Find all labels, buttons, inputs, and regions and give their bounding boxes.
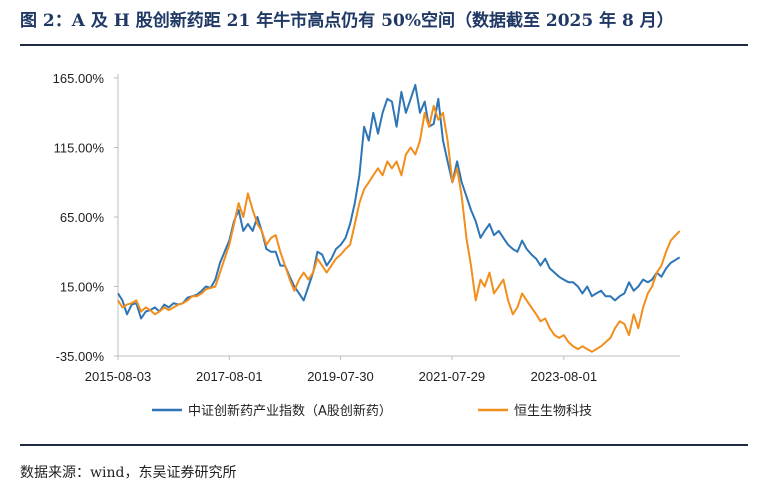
source-note: 数据来源：wind，东吴证券研究所	[20, 465, 237, 481]
y-tick-label: 165.00%	[53, 71, 105, 86]
source-rule	[20, 444, 748, 446]
legend-label-1: 恒生生物科技	[514, 404, 592, 419]
x-tick-label: 2017-08-01	[196, 369, 263, 384]
legend-label-0: 中证创新药产业指数（A股创新药）	[188, 403, 392, 419]
y-tick-label: 115.00%	[54, 141, 105, 156]
chart-series	[117, 83, 681, 353]
x-tick-label: 2023-08-01	[531, 369, 598, 384]
series-line-1	[117, 104, 681, 353]
chart-legend: 中证创新药产业指数（A股创新药） 恒生生物科技	[152, 403, 592, 419]
y-tick-label: 15.00%	[60, 280, 105, 295]
title-rule	[20, 44, 748, 46]
chart-axes: 165.00% 115.00% 65.00% 15.00% -35.00% 2015-08…	[53, 71, 680, 384]
series-line-0	[117, 83, 681, 320]
y-tick-label: -35.00%	[56, 349, 105, 364]
x-tick-label: 2019-07-30	[307, 369, 374, 384]
y-tick-label: 65.00%	[60, 210, 105, 225]
x-tick-label: 2015-08-03	[85, 369, 152, 384]
figure-title: 图 2：A 及 H 股创新药距 21 年牛市高点仍有 50%空间（数据截至 20…	[20, 11, 674, 31]
x-tick-label: 2021-07-29	[419, 369, 486, 384]
